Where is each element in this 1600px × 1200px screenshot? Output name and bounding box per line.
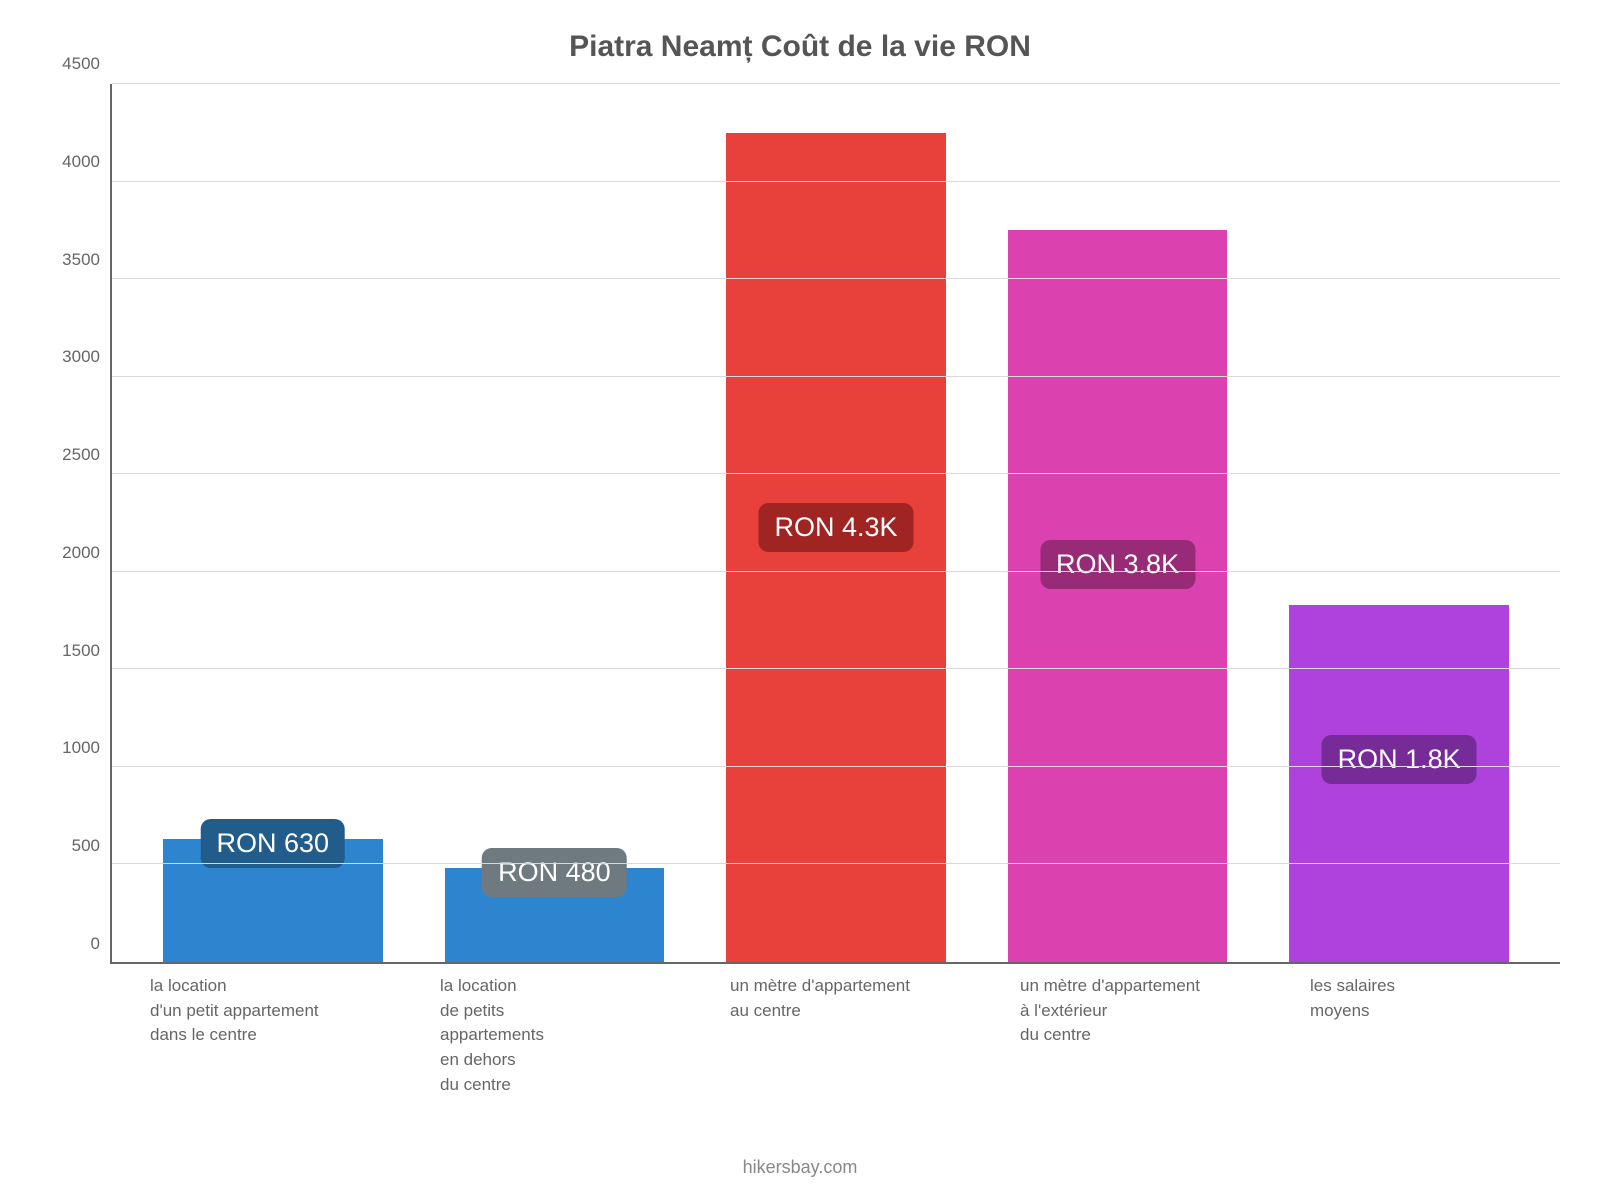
x-axis-label: la locationde petitsappartementsen dehor…: [400, 974, 690, 1097]
x-axis-label-line: du centre: [1020, 1023, 1260, 1048]
x-axis-label: un mètre d'appartementà l'extérieurdu ce…: [980, 974, 1270, 1097]
attribution: hikersbay.com: [0, 1157, 1600, 1178]
x-axis-label: la locationd'un petit appartementdans le…: [110, 974, 400, 1097]
x-axis-label-line: un mètre d'appartement: [730, 974, 970, 999]
x-axis-label: les salairesmoyens: [1270, 974, 1560, 1097]
bar-slot: RON 480: [414, 84, 696, 962]
y-axis-tick: 1500: [62, 641, 100, 661]
y-axis: 050010001500200025003000350040004500: [40, 84, 110, 964]
grid-line: [112, 863, 1560, 864]
grid-line: [112, 473, 1560, 474]
bar: RON 1.8K: [1289, 605, 1509, 962]
y-axis-tick: 0: [91, 934, 100, 954]
grid-line: [112, 278, 1560, 279]
x-axis-label: un mètre d'appartementau centre: [690, 974, 980, 1097]
x-axis-label-line: les salaires: [1310, 974, 1550, 999]
value-badge: RON 630: [201, 819, 346, 868]
y-axis-tick: 4500: [62, 54, 100, 74]
x-axis-label-line: de petits: [440, 999, 680, 1024]
x-axis-label-line: au centre: [730, 999, 970, 1024]
y-axis-tick: 500: [72, 836, 100, 856]
grid-line: [112, 376, 1560, 377]
y-axis-tick: 3500: [62, 250, 100, 270]
y-axis-tick: 2000: [62, 543, 100, 563]
bar: RON 480: [445, 868, 665, 962]
grid-line: [112, 668, 1560, 669]
x-axis-label-line: dans le centre: [150, 1023, 390, 1048]
x-axis-label-line: la location: [440, 974, 680, 999]
y-axis-tick: 1000: [62, 738, 100, 758]
x-axis-label-line: appartements: [440, 1023, 680, 1048]
x-axis-label-line: la location: [150, 974, 390, 999]
x-axis-label-line: du centre: [440, 1073, 680, 1098]
value-badge: RON 1.8K: [1322, 735, 1477, 784]
y-axis-tick: 4000: [62, 152, 100, 172]
bar-slot: RON 4.3K: [695, 84, 977, 962]
x-axis-label-line: moyens: [1310, 999, 1550, 1024]
grid-line: [112, 181, 1560, 182]
value-badge: RON 3.8K: [1040, 540, 1195, 589]
bar: RON 630: [163, 839, 383, 962]
grid-line: [112, 83, 1560, 84]
bar-slot: RON 630: [132, 84, 414, 962]
bar-slot: RON 3.8K: [977, 84, 1259, 962]
y-axis-tick: 2500: [62, 445, 100, 465]
x-axis: la locationd'un petit appartementdans le…: [40, 974, 1560, 1097]
value-badge: RON 4.3K: [758, 503, 913, 552]
chart-title: Piatra Neamț Coût de la vie RON: [40, 30, 1560, 64]
bar: RON 3.8K: [1008, 230, 1228, 962]
x-axis-label-line: d'un petit appartement: [150, 999, 390, 1024]
value-badge: RON 480: [482, 848, 627, 897]
plot-area: RON 630 RON 480 RON 4.3K RON 3.8K RON 1.8K: [110, 84, 1560, 964]
bar-slot: RON 1.8K: [1258, 84, 1540, 962]
chart-container: Piatra Neamț Coût de la vie RON 0 500 1000…: [0, 0, 1600, 1200]
grid-line: [112, 571, 1560, 572]
plot-row: 050010001500200025003000350040004500 RON…: [40, 84, 1560, 964]
y-axis-tick: 3000: [62, 347, 100, 367]
x-axis-label-line: un mètre d'appartement: [1020, 974, 1260, 999]
x-axis-label-line: à l'extérieur: [1020, 999, 1260, 1024]
bar: RON 4.3K: [726, 133, 946, 962]
x-axis-label-line: en dehors: [440, 1048, 680, 1073]
bars-container: RON 630 RON 480 RON 4.3K RON 3.8K RON 1.8K: [112, 84, 1560, 962]
grid-line: [112, 766, 1560, 767]
